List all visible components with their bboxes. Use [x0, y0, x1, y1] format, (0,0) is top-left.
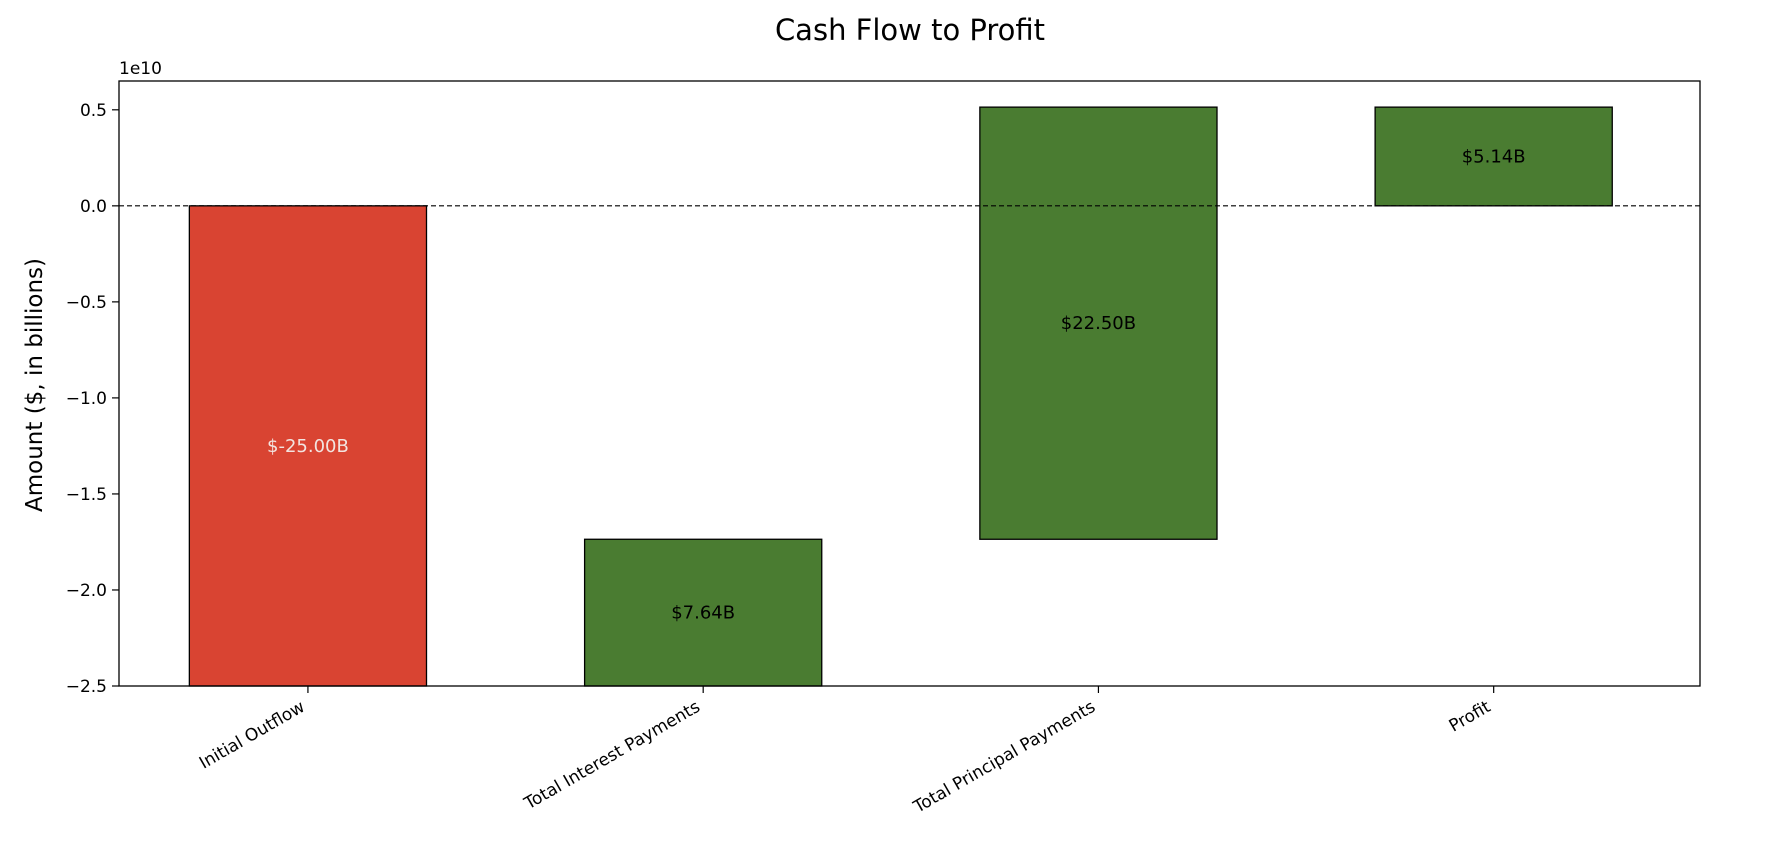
y-tick-label: 0.0 [80, 197, 107, 217]
y-axis-label: Amount ($, in billions) [22, 258, 48, 512]
bar-value-label-3: $5.14B [1462, 146, 1526, 167]
x-axis-ticks: Initial Outflow Total Interest Payments To… [196, 686, 1494, 818]
bar-value-label-2: $22.50B [1061, 313, 1136, 334]
y-axis-ticks: 0.5 0.0 −0.5 −1.0 −1.5 −2.0 −2.5 [66, 101, 119, 697]
bar-0 [188, 205, 428, 687]
bar-1 [583, 538, 823, 687]
x-tick-label: Total Interest Payments [520, 697, 704, 815]
bar-2 [979, 106, 1218, 540]
bar-3 [1374, 106, 1613, 207]
y-tick-label: −0.5 [66, 293, 107, 313]
y-tick-label: −2.0 [66, 581, 107, 601]
y-tick-label: −1.0 [66, 389, 107, 409]
y-tick-label: −1.5 [66, 485, 107, 505]
plot-frame [118, 80, 1701, 687]
bars-group: $-25.00B $7.64B $22.50B $5.14B [188, 106, 1613, 687]
y-tick-label: −2.5 [66, 677, 107, 697]
y-axis-offset-label: 1e10 [119, 59, 162, 79]
bar-value-label-0: $-25.00B [267, 436, 349, 457]
y-tick-label: 0.5 [80, 101, 107, 121]
bar-value-label-1: $7.64B [671, 603, 735, 624]
x-tick-label: Initial Outflow [196, 697, 309, 774]
x-tick-label: Profit [1446, 697, 1495, 737]
chart-title: Cash Flow to Profit [775, 13, 1045, 47]
x-tick-label: Total Principal Payments [909, 697, 1099, 818]
